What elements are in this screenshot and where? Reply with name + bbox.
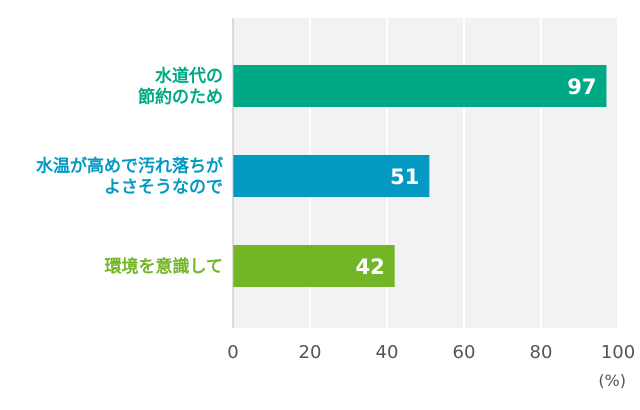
category-label-line: よさそうなので [104,178,223,198]
category-label: 水道代の節約のため [137,66,223,108]
bar [233,65,607,107]
x-axis-unit: (%) [598,371,626,390]
x-tick-label: 80 [530,342,553,363]
bars: 97 51 42 [233,65,607,287]
data-label: 97 [567,75,596,99]
category-label-line: 水温が高めで汚れ落ちが [36,156,223,177]
category-label-line: 水道代の [155,66,223,87]
bar [233,245,395,287]
category-label-line: 環境を意識して [105,256,224,277]
data-label: 42 [355,255,384,279]
bar [233,155,430,197]
category-label: 環境を意識して [105,256,224,277]
category-label: 水温が高めで汚れ落ちがよさそうなので [36,156,223,198]
x-tick-label: 0 [227,342,238,363]
x-tick-label: 20 [299,342,322,363]
category-label-line: 節約のため [137,87,223,108]
x-tick-label: 40 [376,342,399,363]
data-label: 51 [390,165,419,189]
x-tick-label: 100 [601,342,635,363]
x-axis-ticks: 0 20 40 60 80 100 [227,342,635,363]
x-tick-label: 60 [453,342,476,363]
